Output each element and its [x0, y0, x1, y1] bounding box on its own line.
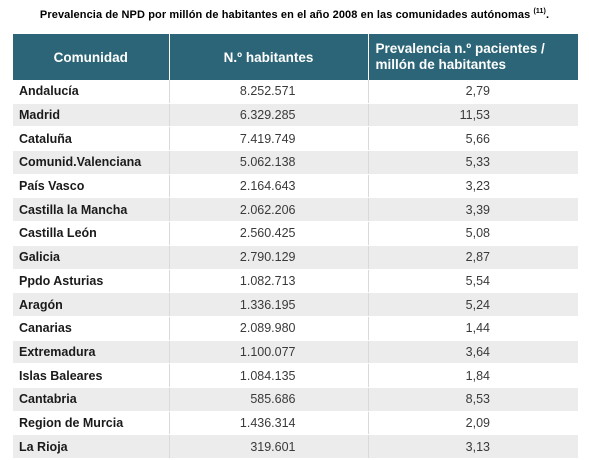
cell-habitantes: 1.436.314: [169, 411, 369, 436]
cell-prevalencia: 2,09: [368, 411, 578, 436]
cell-habitantes: 1.084.135: [169, 363, 369, 388]
cell-prevalencia: 2,87: [368, 245, 578, 270]
cell-prevalencia: 5,24: [368, 292, 578, 317]
cell-habitantes: 2.089.980: [169, 316, 369, 341]
cell-habitantes: 2.164.643: [169, 174, 369, 199]
cell-habitantes: 1.082.713: [169, 269, 369, 294]
cell-comunidad: País Vasco: [13, 174, 170, 199]
table-row: Cataluña 7.419.749 5,66: [13, 126, 578, 152]
table-row: Castilla la Mancha 2.062.206 3,39: [13, 197, 578, 223]
cell-habitantes: 2.790.129: [169, 245, 369, 270]
table-row: Comunid.Valenciana 5.062.138 5,33: [13, 150, 578, 175]
table-row: Galicia 2.790.129 2,87: [13, 245, 578, 270]
cell-comunidad: Galicia: [13, 245, 170, 270]
table-row: País Vasco 2.164.643 3,23: [13, 174, 578, 199]
cell-comunidad: Islas Baleares: [13, 363, 170, 388]
table-row: Extremadura 1.100.077 3,64: [13, 340, 578, 365]
cell-habitantes: 7.419.749: [169, 126, 369, 152]
cell-habitantes: 8.252.571: [169, 80, 369, 104]
cell-habitantes: 319.601: [169, 434, 369, 459]
table-row: Madrid 6.329.285 11,53: [13, 103, 578, 128]
header-habitantes: N.º habitantes: [169, 34, 369, 80]
table-row: Ppdo Asturias 1.082.713 5,54: [13, 269, 578, 294]
table-caption: Prevalencia de NPD por millón de habitan…: [0, 8, 589, 21]
cell-comunidad: Canarias: [13, 316, 170, 341]
cell-prevalencia: 3,64: [368, 340, 578, 365]
cell-comunidad: Castilla León: [13, 221, 170, 246]
header-comunidad: Comunidad: [13, 34, 170, 80]
cell-habitantes: 6.329.285: [169, 103, 369, 128]
table-row: Castilla León 2.560.425 5,08: [13, 221, 578, 246]
caption-reference: (11): [533, 8, 546, 15]
cell-prevalencia: 5,54: [368, 269, 578, 294]
cell-comunidad: Region de Murcia: [13, 411, 170, 436]
cell-prevalencia: 5,08: [368, 221, 578, 246]
cell-prevalencia: 5,66: [368, 126, 578, 152]
cell-comunidad: La Rioja: [13, 434, 170, 459]
cell-prevalencia: 3,39: [368, 197, 578, 223]
header-row: Comunidad N.º habitantes Prevalencia n.º…: [13, 34, 578, 80]
header-prevalencia: Prevalencia n.º pacientes / millón de ha…: [368, 34, 578, 80]
cell-prevalencia: 3,13: [368, 434, 578, 459]
cell-prevalencia: 11,53: [368, 103, 578, 128]
table-row: Andalucía 8.252.571 2,79: [13, 80, 578, 104]
table-row: Cantabria 585.686 8,53: [13, 387, 578, 412]
table-row: Region de Murcia 1.436.314 2,09: [13, 411, 578, 436]
cell-comunidad: Comunid.Valenciana: [13, 150, 170, 175]
cell-prevalencia: 5,33: [368, 150, 578, 175]
cell-prevalencia: 1,84: [368, 363, 578, 388]
cell-comunidad: Aragón: [13, 292, 170, 317]
cell-prevalencia: 8,53: [368, 387, 578, 412]
cell-habitantes: 2.560.425: [169, 221, 369, 246]
caption-text: Prevalencia de NPD por millón de habitan…: [39, 9, 531, 21]
cell-habitantes: 5.062.138: [169, 150, 369, 175]
cell-prevalencia: 3,23: [368, 174, 578, 199]
cell-habitantes: 1.100.077: [169, 340, 369, 365]
table-row: Islas Baleares 1.084.135 1,84: [13, 363, 578, 388]
cell-comunidad: Andalucía: [13, 80, 170, 104]
cell-habitantes: 1.336.195: [169, 292, 369, 317]
caption-period: .: [545, 9, 550, 21]
table-row: Aragón 1.336.195 5,24: [13, 292, 578, 317]
cell-prevalencia: 2,79: [368, 80, 578, 104]
table-row: La Rioja 319.601 3,13: [13, 434, 578, 459]
cell-comunidad: Madrid: [13, 103, 170, 128]
table-body: Andalucía 8.252.571 2,79 Madrid 6.329.285 11,…: [13, 80, 578, 459]
table-header: Comunidad N.º habitantes Prevalencia n.º…: [13, 34, 578, 80]
cell-comunidad: Cataluña: [13, 126, 170, 152]
cell-comunidad: Castilla la Mancha: [13, 197, 170, 223]
cell-comunidad: Ppdo Asturias: [13, 269, 170, 294]
prevalence-table: Comunidad N.º habitantes Prevalencia n.º…: [13, 34, 578, 459]
cell-comunidad: Extremadura: [13, 340, 170, 365]
cell-comunidad: Cantabria: [13, 387, 170, 412]
cell-prevalencia: 1,44: [368, 316, 578, 341]
cell-habitantes: 585.686: [169, 387, 369, 412]
cell-habitantes: 2.062.206: [169, 197, 369, 223]
table-row: Canarias 2.089.980 1,44: [13, 316, 578, 341]
